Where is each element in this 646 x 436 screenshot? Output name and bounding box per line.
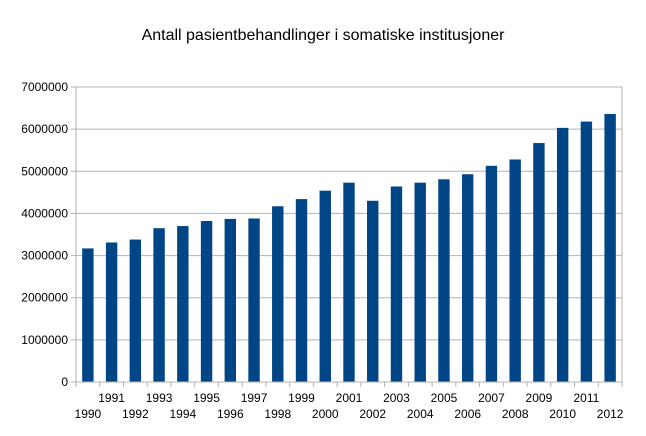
- bar-1990: [82, 248, 94, 382]
- x-tick-label: 1991: [98, 391, 125, 405]
- y-tick-label: 7000000: [21, 80, 68, 94]
- y-tick-label: 3000000: [21, 249, 68, 263]
- bar-2001: [343, 182, 355, 382]
- bar-1995: [200, 221, 213, 382]
- x-tick-labels: 1990 1991 1992 1993 1994 1995 1996 1997 1998 1999…: [75, 391, 624, 421]
- x-tick-label: 2003: [383, 391, 410, 405]
- chart-title: Antall pasientbehandlinger i somatiske i…: [141, 27, 505, 44]
- x-tick-label: 2010: [549, 407, 576, 421]
- axes: [75, 87, 623, 383]
- x-tick-label: 2002: [359, 407, 386, 421]
- bar-2004: [414, 182, 426, 382]
- x-tick-label: 1996: [217, 407, 244, 421]
- bar-2009: [533, 143, 545, 382]
- x-tick-label: 1993: [146, 391, 173, 405]
- x-tick-label: 1995: [193, 391, 220, 405]
- bar-1993: [153, 228, 165, 382]
- y-tick-label: 6000000: [21, 122, 68, 136]
- y-tick-labels: 0 1000000 2000000 3000000 4000000 5000000 6000…: [21, 80, 68, 389]
- bar-2011: [580, 121, 593, 383]
- x-tick-label: 2008: [502, 407, 529, 421]
- x-tick-label: 2000: [312, 407, 339, 421]
- x-tick-label: 1997: [241, 391, 268, 405]
- bar-2000: [319, 190, 331, 382]
- bar-2010: [556, 127, 569, 382]
- x-tick-label: 1998: [264, 407, 291, 421]
- x-tick-label: 1999: [288, 391, 315, 405]
- y-tick-label: 2000000: [21, 291, 68, 305]
- x-tick-label: 2004: [407, 407, 434, 421]
- x-tick-label: 2005: [431, 391, 458, 405]
- x-tick-label: 2007: [478, 391, 505, 405]
- bar-1998: [272, 206, 284, 382]
- bar-1996: [224, 218, 237, 382]
- bar-2006: [461, 174, 474, 382]
- bar-1994: [177, 226, 189, 382]
- y-tick-label: 0: [61, 375, 68, 389]
- x-tick-label: 1992: [122, 407, 149, 421]
- y-tick-label: 4000000: [21, 206, 68, 220]
- bar-2005: [438, 179, 450, 382]
- x-tick-label: 1990: [75, 407, 102, 421]
- bar-2008: [509, 159, 521, 382]
- bar-2003: [390, 186, 403, 382]
- y-tick-label: 5000000: [21, 164, 68, 178]
- x-tick-label: 2012: [597, 407, 624, 421]
- bar-1991: [105, 242, 118, 382]
- bars: [82, 113, 616, 383]
- bar-1997: [248, 218, 260, 382]
- x-tick-label: 2001: [336, 391, 363, 405]
- bar-2012: [604, 113, 616, 382]
- x-tick-label: 2011: [573, 391, 599, 405]
- bar-1999: [295, 199, 308, 382]
- x-tick-label: 1994: [169, 407, 196, 421]
- y-tick-label: 1000000: [21, 333, 68, 347]
- bar-2007: [485, 165, 498, 382]
- bar-2002: [367, 200, 379, 382]
- x-tick-label: 2006: [454, 407, 481, 421]
- bar-1992: [129, 239, 142, 382]
- x-tick-label: 2009: [526, 391, 553, 405]
